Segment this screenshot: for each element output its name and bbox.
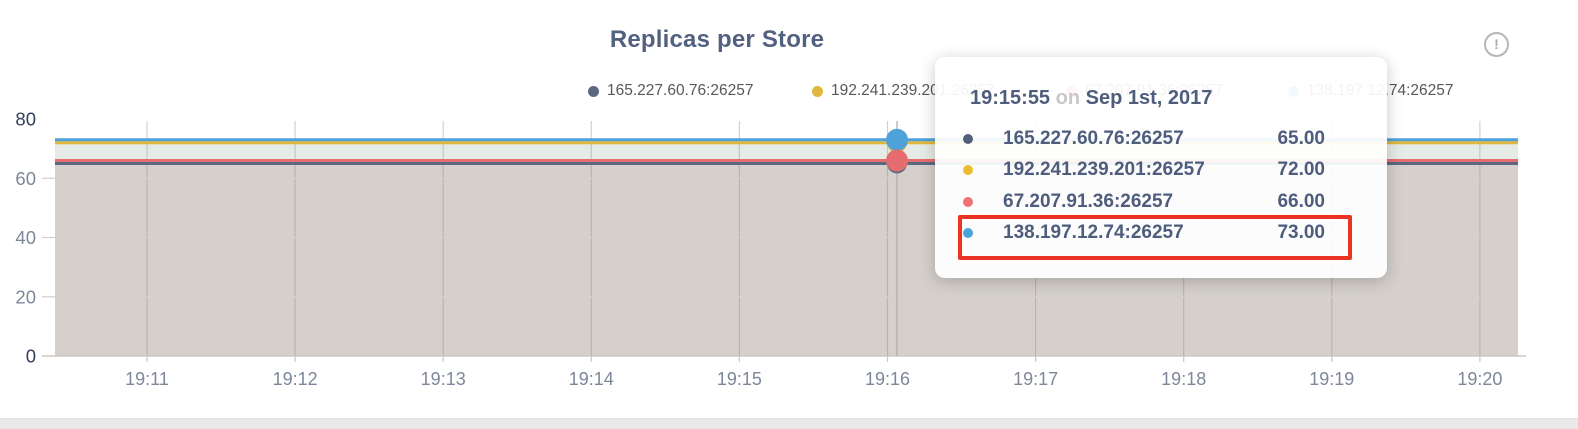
legend-dot-icon bbox=[588, 85, 599, 97]
tooltip-date: Sep 1st, 2017 bbox=[1085, 87, 1213, 109]
tooltip-series-value: 65.00 bbox=[1277, 127, 1325, 149]
tooltip-series-dot-icon bbox=[963, 165, 973, 176]
x-axis-label: 19:19 bbox=[1309, 369, 1354, 389]
x-axis-label: 19:18 bbox=[1161, 369, 1206, 389]
tooltip-series-name: 138.197.12.74:26257 bbox=[1003, 222, 1184, 244]
tooltip-series-dot-icon bbox=[963, 196, 973, 207]
tooltip-series-name: 192.241.239.201:26257 bbox=[1003, 159, 1205, 181]
tooltip-row: 192.241.239.201:26257 72.00 bbox=[963, 155, 1325, 187]
chart-title: Replicas per Store bbox=[609, 26, 825, 53]
tooltip-series-dot-icon bbox=[963, 133, 973, 144]
hover-point bbox=[886, 149, 908, 172]
tooltip-row: 67.207.91.36:26257 66.00 bbox=[963, 186, 1325, 218]
x-axis-label: 19:17 bbox=[1013, 369, 1058, 389]
tooltip-series-name: 67.207.91.36:26257 bbox=[1003, 190, 1174, 212]
hover-point bbox=[886, 128, 908, 151]
highlight-box bbox=[958, 215, 1352, 260]
x-axis-label: 19:16 bbox=[865, 369, 910, 389]
x-axis-label: 19:12 bbox=[273, 369, 318, 389]
tooltip-conjunction: on bbox=[1055, 87, 1081, 109]
tooltip-time: 19:15:55 bbox=[970, 87, 1051, 109]
legend-item[interactable]: 165.227.60.76:26257 bbox=[588, 80, 754, 102]
legend-dot-icon bbox=[812, 85, 823, 97]
x-axis-label: 19:14 bbox=[569, 369, 614, 389]
tooltip-series-value: 72.00 bbox=[1277, 159, 1325, 181]
tooltip-row: 165.227.60.76:26257 65.00 bbox=[963, 123, 1325, 155]
y-axis-label: 80 bbox=[15, 109, 36, 130]
next-card-edge bbox=[0, 418, 1578, 429]
x-axis-label: 19:20 bbox=[1457, 369, 1502, 389]
legend-label: 165.227.60.76:26257 bbox=[607, 82, 754, 99]
tooltip-rows: 165.227.60.76:26257 65.00 192.241.239.201:… bbox=[963, 123, 1325, 249]
tooltip-row: 138.197.12.74:26257 73.00 bbox=[963, 218, 1325, 250]
chart-tooltip: 19:15:55 on Sep 1st, 2017 165.227.60.76:… bbox=[935, 57, 1387, 278]
tooltip-series-value: 73.00 bbox=[1277, 222, 1325, 244]
x-axis-label: 19:11 bbox=[125, 369, 169, 389]
y-axis-label: 20 bbox=[15, 286, 36, 307]
tooltip-series-dot-icon bbox=[963, 228, 973, 239]
y-axis-label: 40 bbox=[15, 227, 36, 248]
x-axis-label: 19:15 bbox=[717, 369, 762, 389]
x-axis-label: 19:13 bbox=[421, 369, 466, 389]
y-axis-label: 0 bbox=[26, 346, 36, 367]
y-axis-label: 60 bbox=[15, 168, 36, 189]
tooltip-timestamp: 19:15:55 on Sep 1st, 2017 bbox=[970, 85, 1327, 111]
tooltip-series-name: 165.227.60.76:26257 bbox=[1003, 127, 1184, 149]
tooltip-series-value: 66.00 bbox=[1277, 190, 1325, 212]
exclamation-circle-icon[interactable]: ! bbox=[1484, 32, 1509, 57]
